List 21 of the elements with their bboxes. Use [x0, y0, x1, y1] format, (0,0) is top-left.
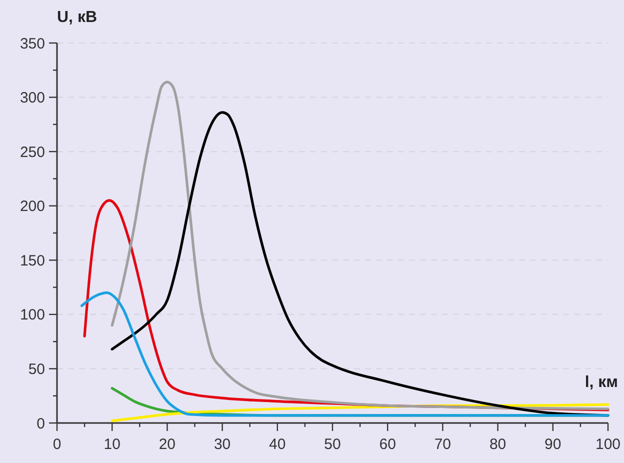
x-tick-label: 0 [52, 436, 62, 453]
y-tick-label: 250 [20, 144, 45, 161]
y-axis-title: U, кВ [57, 9, 98, 26]
y-tick-label: 50 [28, 360, 45, 378]
y-tick-label: 350 [20, 35, 45, 52]
y-tick-label: 100 [20, 306, 45, 324]
x-tick-label: 10 [104, 436, 120, 453]
x-tick-label: 60 [379, 436, 396, 453]
x-tick-label: 100 [595, 436, 621, 453]
x-tick-label: 80 [489, 436, 506, 453]
x-axis-title: l, км [584, 374, 618, 391]
x-tick-label: 70 [434, 436, 452, 453]
x-tick-label: 40 [269, 436, 286, 453]
y-tick-label: 200 [20, 198, 45, 216]
x-tick-label: 90 [544, 436, 562, 453]
y-tick-label: 150 [20, 252, 45, 270]
x-tick-label: 50 [324, 436, 341, 453]
x-tick-label: 20 [158, 436, 176, 453]
y-tick-label: 300 [20, 90, 45, 107]
y-tick-label: 0 [36, 415, 45, 432]
x-tick-label: 30 [214, 436, 231, 453]
